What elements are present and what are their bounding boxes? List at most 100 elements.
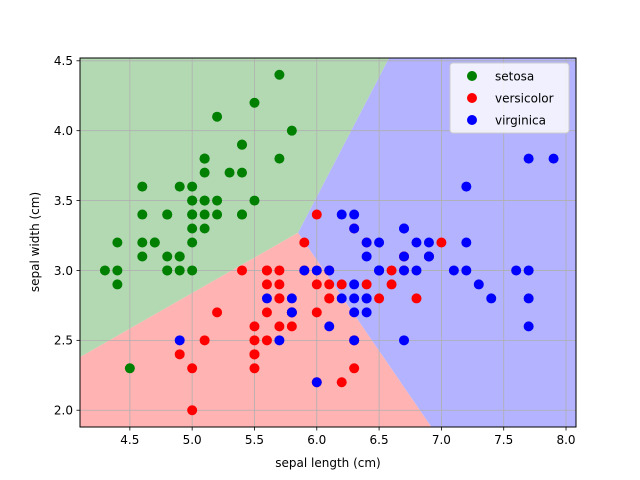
point-virginica (423, 237, 434, 248)
point-setosa (199, 223, 210, 234)
x-tick-label: 5.5 (245, 433, 264, 447)
point-versicolor (299, 237, 310, 248)
y-tick-label: 4.5 (54, 54, 73, 68)
legend-label-setosa: setosa (495, 70, 534, 84)
point-setosa (174, 251, 185, 262)
y-tick-label: 2.0 (54, 404, 73, 418)
x-tick-label: 4.5 (120, 433, 139, 447)
x-tick-label: 5.0 (183, 433, 202, 447)
point-virginica (411, 237, 422, 248)
point-virginica (423, 251, 434, 262)
point-virginica (274, 335, 285, 346)
point-versicolor (411, 293, 422, 304)
point-setosa (212, 195, 223, 206)
x-tick-label: 6.0 (307, 433, 326, 447)
point-virginica (448, 265, 459, 276)
point-setosa (137, 237, 148, 248)
point-virginica (311, 377, 322, 388)
point-setosa (212, 111, 223, 122)
y-tick-label: 2.5 (54, 334, 73, 348)
point-setosa (137, 181, 148, 192)
point-virginica (361, 293, 372, 304)
point-virginica (336, 293, 347, 304)
point-versicolor (311, 279, 322, 290)
point-virginica (511, 265, 522, 276)
point-versicolor (386, 265, 397, 276)
data-points (99, 69, 559, 416)
point-setosa (199, 195, 210, 206)
point-setosa (199, 209, 210, 220)
point-virginica (523, 153, 534, 164)
point-virginica (286, 307, 297, 318)
point-virginica (361, 307, 372, 318)
point-virginica (399, 335, 410, 346)
point-versicolor (324, 293, 335, 304)
point-virginica (374, 237, 385, 248)
point-setosa (124, 363, 135, 374)
point-versicolor (336, 377, 347, 388)
point-versicolor (361, 279, 372, 290)
x-tick-label: 6.5 (370, 433, 389, 447)
point-setosa (224, 167, 235, 178)
point-versicolor (274, 321, 285, 332)
point-virginica (361, 237, 372, 248)
point-versicolor (311, 307, 322, 318)
y-tick-label: 3.0 (54, 264, 73, 278)
point-setosa (249, 97, 260, 108)
point-virginica (473, 279, 484, 290)
point-virginica (399, 265, 410, 276)
point-setosa (112, 265, 123, 276)
point-virginica (399, 251, 410, 262)
point-virginica (286, 293, 297, 304)
plot-frame (79, 57, 577, 428)
point-versicolor (187, 405, 198, 416)
point-virginica (261, 293, 272, 304)
point-setosa (174, 181, 185, 192)
point-setosa (162, 209, 173, 220)
legend-marker-versicolor (467, 93, 477, 103)
point-virginica (349, 307, 360, 318)
point-versicolor (249, 349, 260, 360)
point-versicolor (336, 279, 347, 290)
point-virginica (324, 321, 335, 332)
point-versicolor (261, 307, 272, 318)
point-virginica (299, 265, 310, 276)
point-setosa (212, 209, 223, 220)
point-setosa (249, 195, 260, 206)
point-virginica (461, 265, 472, 276)
point-virginica (411, 265, 422, 276)
point-setosa (174, 265, 185, 276)
point-versicolor (274, 265, 285, 276)
point-versicolor (349, 363, 360, 374)
point-setosa (286, 125, 297, 136)
point-virginica (349, 209, 360, 220)
point-virginica (349, 293, 360, 304)
point-setosa (187, 265, 198, 276)
point-setosa (199, 167, 210, 178)
point-versicolor (311, 209, 322, 220)
point-versicolor (286, 321, 297, 332)
point-virginica (361, 251, 372, 262)
point-setosa (162, 265, 173, 276)
point-setosa (187, 195, 198, 206)
point-setosa (237, 139, 248, 150)
region-setosa (80, 58, 390, 358)
point-setosa (274, 153, 285, 164)
point-versicolor (249, 335, 260, 346)
point-setosa (237, 209, 248, 220)
point-setosa (149, 237, 160, 248)
point-setosa (112, 237, 123, 248)
point-virginica (523, 321, 534, 332)
point-virginica (461, 237, 472, 248)
point-virginica (349, 223, 360, 234)
x-axis-ticks: 4.5 5.0 5.5 6.0 6.5 7.0 7.5 8.0 (120, 427, 576, 447)
point-versicolor (249, 321, 260, 332)
legend-label-versicolor: versicolor (495, 92, 554, 106)
y-axis-ticks: 2.0 2.5 3.0 3.5 4.0 4.5 (54, 54, 80, 418)
x-tick-label: 7.0 (432, 433, 451, 447)
point-versicolor (261, 335, 272, 346)
point-setosa (274, 69, 285, 80)
point-virginica (399, 223, 410, 234)
x-tick-label: 8.0 (556, 433, 575, 447)
